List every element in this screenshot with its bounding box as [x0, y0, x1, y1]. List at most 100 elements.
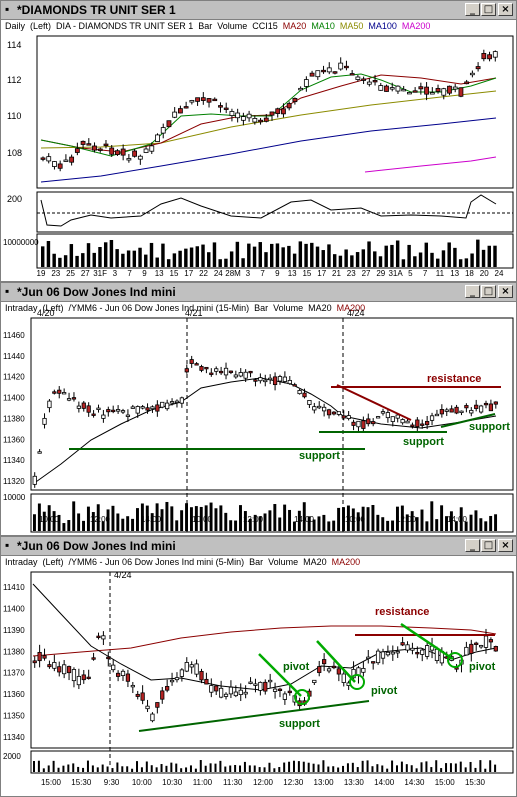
candle [86, 143, 92, 146]
candle [169, 401, 175, 404]
legend-item: MA10 [311, 21, 335, 31]
pivot-trend-1 [258, 653, 302, 697]
volume-bar [175, 520, 179, 531]
time-tick: 14:30 [404, 778, 425, 787]
candle [145, 705, 150, 710]
candle [135, 693, 140, 697]
candle [228, 370, 234, 373]
minimize-button[interactable]: _ [465, 3, 480, 16]
candle [57, 163, 63, 169]
candle [132, 150, 138, 157]
time-tick: 10:00 [192, 515, 213, 524]
time-tick: 24 [214, 269, 223, 278]
volume-bar [46, 241, 51, 267]
minimize-button[interactable]: _ [465, 539, 480, 552]
time-tick: 11 [436, 269, 445, 278]
candle [321, 69, 326, 73]
time-tick: 19 [37, 269, 46, 278]
volume-bar [33, 514, 36, 531]
legend-item: Bar [249, 557, 264, 567]
volume-bar [292, 760, 295, 772]
volume-bar [436, 258, 440, 267]
candle [228, 686, 234, 695]
candle [195, 97, 200, 102]
close-button[interactable]: × [498, 539, 513, 552]
titlebar[interactable]: ▪ *Jun 06 Dow Jones Ind mini _ □ × [1, 537, 516, 556]
volume-bar [378, 256, 383, 267]
volume-bar [312, 763, 315, 772]
volume-bar [101, 521, 105, 531]
minimize-button[interactable]: _ [465, 285, 480, 298]
close-button[interactable]: × [498, 285, 513, 298]
session-label: 4/20 [37, 308, 55, 318]
titlebar[interactable]: ▪ *DIAMONDS TR UNIT SER 1 _ □ × [1, 1, 516, 20]
candle [184, 662, 189, 672]
legend-item: Volume [217, 21, 248, 31]
candle [483, 635, 489, 648]
candle [63, 159, 69, 162]
volume-bar [180, 510, 184, 531]
volume-bar [103, 242, 108, 267]
volume-bar [248, 518, 252, 531]
volume-bar [453, 247, 457, 267]
volume-bar [410, 511, 414, 531]
candle [371, 661, 376, 664]
volume-bar [69, 244, 74, 267]
candle [240, 116, 246, 121]
session-label: 4/24 [347, 308, 365, 318]
candle [179, 397, 184, 404]
maximize-button[interactable]: □ [481, 3, 496, 16]
price-tick: 11440 [3, 352, 25, 361]
candle [209, 372, 214, 375]
volume-bar [395, 240, 400, 267]
candle [338, 62, 344, 70]
volume-bar [381, 517, 385, 531]
volume-bar [366, 507, 370, 531]
candle [322, 406, 327, 412]
time-tick: 12:30 [283, 778, 304, 787]
candle [390, 651, 395, 655]
candle [69, 156, 75, 163]
volume-bar [415, 768, 418, 772]
maximize-button[interactable]: □ [481, 539, 496, 552]
candle [199, 671, 204, 681]
candle [149, 145, 155, 152]
close-button[interactable]: × [498, 3, 513, 16]
maximize-button[interactable]: □ [481, 285, 496, 298]
candle [415, 651, 420, 655]
volume-bar [327, 244, 331, 267]
candle [172, 111, 178, 118]
cci-line [40, 194, 497, 227]
volume-bar [405, 764, 408, 772]
volume-bar [106, 766, 109, 772]
titlebar[interactable]: ▪ *Jun 06 Dow Jones Ind mini _ □ × [1, 283, 516, 302]
candle [380, 411, 386, 414]
volume-bar [302, 761, 305, 772]
candle [238, 372, 243, 377]
volume-bar [224, 258, 228, 267]
candle [464, 646, 469, 656]
candle [57, 389, 62, 394]
volume-bar [381, 765, 384, 772]
ma200-line [364, 156, 497, 173]
candle [366, 81, 372, 85]
candle [351, 668, 356, 679]
volume-bar [138, 247, 142, 267]
volume-bar [109, 239, 114, 267]
volume-bar [106, 509, 110, 531]
volume-bar [229, 520, 233, 531]
volume-bar [62, 765, 65, 772]
volume-bar [131, 518, 135, 531]
volume-bar [315, 246, 320, 267]
candle [312, 406, 317, 411]
volume-bar [86, 506, 90, 531]
volume-bar [297, 510, 301, 531]
candle [303, 79, 309, 87]
candle [194, 363, 199, 366]
volume-bar [212, 242, 217, 267]
volume-bar [440, 505, 444, 531]
candle [71, 669, 77, 682]
support-label: support [403, 436, 444, 448]
time-tick: 27 [362, 269, 371, 278]
volume-bar [132, 250, 137, 267]
